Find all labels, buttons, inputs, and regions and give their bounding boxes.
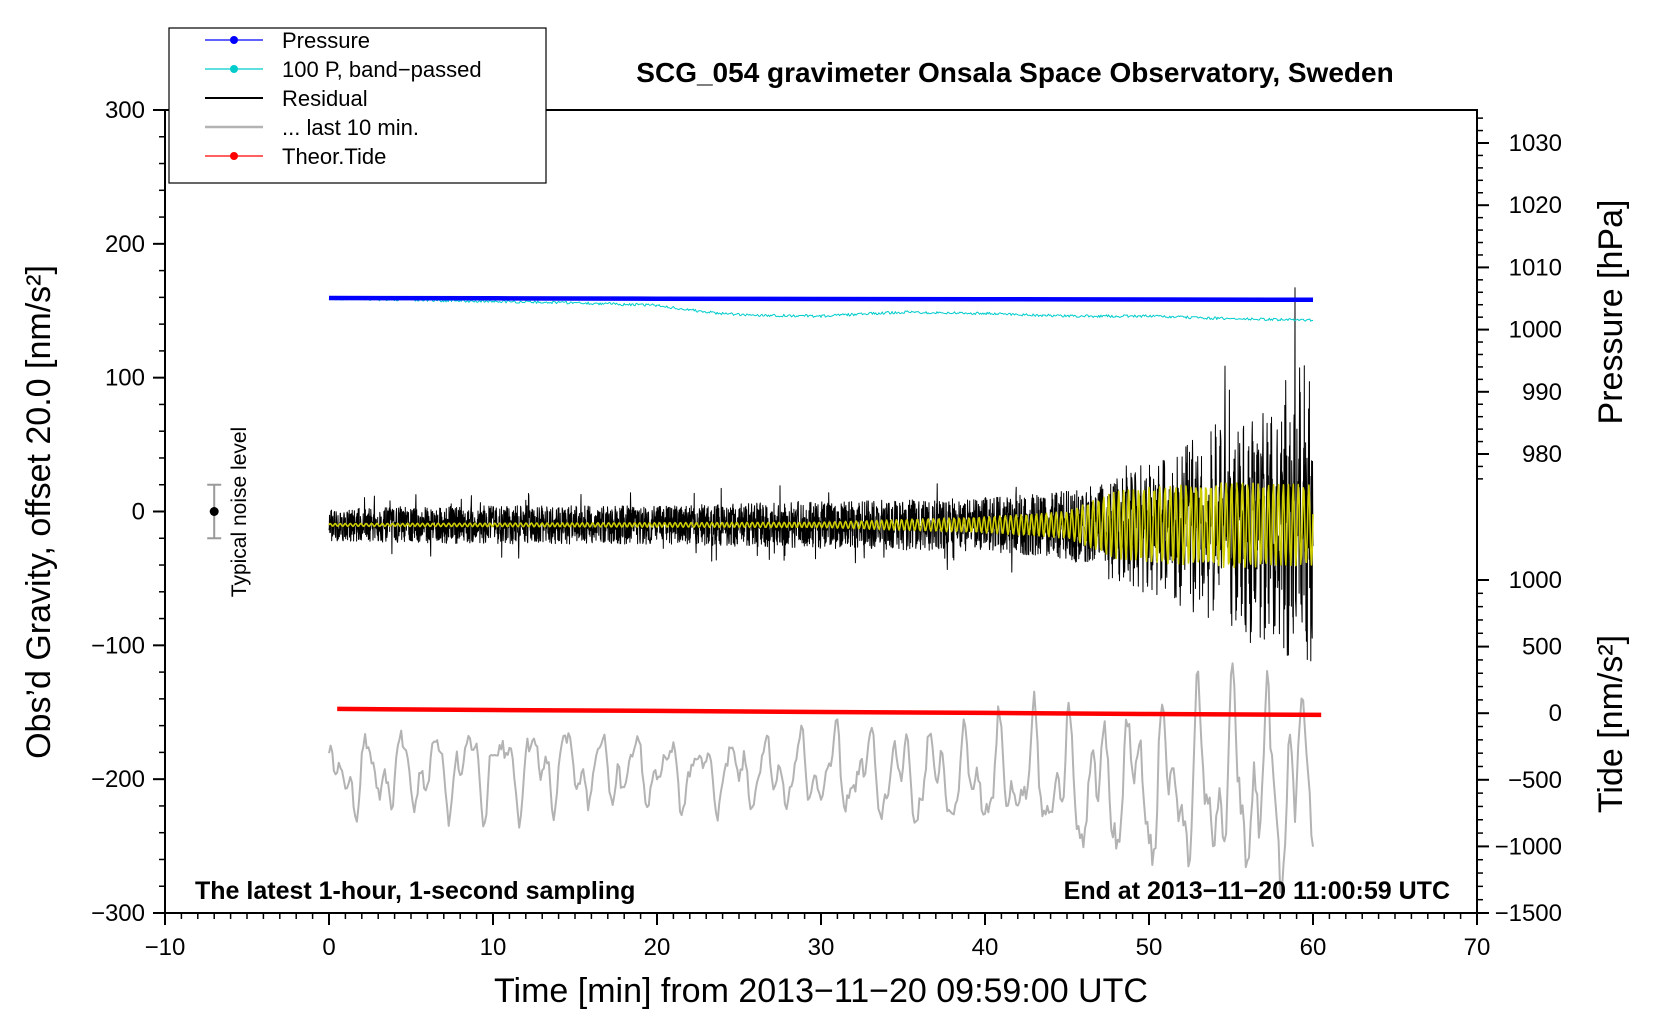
pressure-axis-ticks: 980 990 1000 1010 1020 1030 <box>1477 117 1562 480</box>
legend-label: Theor.Tide <box>282 144 386 169</box>
chart-title: SCG_054 gravimeter Onsala Space Observat… <box>636 57 1393 88</box>
tide-tick-label: 500 <box>1522 634 1562 661</box>
y-axis-title: Obs’d Gravity, offset 20.0 [nm/s²] <box>20 265 58 759</box>
pressure-tick-label: 1010 <box>1509 254 1562 281</box>
x-tick-label: 70 <box>1464 934 1491 961</box>
y-tick-label: 200 <box>105 231 145 258</box>
pressure-tick-label: 1020 <box>1509 192 1562 219</box>
y-tick-label: −300 <box>91 900 145 927</box>
series-100p-band-passed-line <box>328 297 1314 322</box>
pressure-tick-label: 980 <box>1522 441 1562 468</box>
tide-tick-label: −500 <box>1508 767 1562 794</box>
tide-tick-label: −1500 <box>1495 900 1562 927</box>
x-tick-label: −10 <box>145 934 186 961</box>
x-tick-label: 40 <box>972 934 999 961</box>
series-theor-tide-line <box>337 706 1322 718</box>
series-pressure-line <box>328 295 1314 303</box>
x-axis-ticks: −10 0 10 20 30 40 50 60 70 <box>145 913 1491 961</box>
legend-label: ... last 10 min. <box>282 115 419 140</box>
x-tick-label: 0 <box>322 934 335 961</box>
y-tick-label: −100 <box>91 632 145 659</box>
legend-label: 100 P, band−passed <box>282 57 482 82</box>
x-axis-title: Time [min] from 2013−11−20 09:59:00 UTC <box>494 972 1148 1010</box>
series-band-passed-residual-line <box>328 482 1314 569</box>
legend-label: Residual <box>282 86 368 111</box>
legend-label: Pressure <box>282 28 370 53</box>
x-tick-label: 60 <box>1300 934 1327 961</box>
end-time-note: End at 2013−11−20 11:00:59 UTC <box>1064 877 1450 905</box>
tide-axis-ticks: −1500 −1000 −500 0 500 1000 <box>1477 567 1562 927</box>
pressure-tick-label: 1030 <box>1509 130 1562 157</box>
y-axis-ticks: −300 −200 −100 0 100 200 300 <box>91 97 165 927</box>
tide-tick-label: −1000 <box>1495 833 1562 860</box>
pressure-axis-title: Pressure [hPa] <box>1592 200 1630 425</box>
x-tick-label: 20 <box>644 934 671 961</box>
x-tick-label: 50 <box>1136 934 1163 961</box>
series-last-10-min-line <box>328 662 1314 895</box>
noise-level-indicator <box>207 483 222 540</box>
y-tick-label: −200 <box>91 766 145 793</box>
y-tick-label: 0 <box>132 499 145 526</box>
tide-tick-label: 0 <box>1549 700 1562 727</box>
legend-marker <box>230 65 238 73</box>
noise-bar-center-dot <box>209 507 219 516</box>
noise-level-label: Typical noise level <box>228 427 251 597</box>
legend-marker <box>230 36 238 44</box>
tide-axis-title: Tide [nm/s²] <box>1592 635 1630 813</box>
sampling-note: The latest 1‑hour, 1‑second sampling <box>195 877 635 905</box>
series-layer <box>328 287 1322 895</box>
y-tick-label: 300 <box>105 97 145 124</box>
legend-marker <box>230 152 238 160</box>
x-tick-label: 10 <box>480 934 507 961</box>
legend: Pressure 100 P, band−passed Residual ... la… <box>168 27 547 184</box>
tide-tick-label: 1000 <box>1509 567 1562 594</box>
y-tick-label: 100 <box>105 365 145 392</box>
series-residual-line <box>328 287 1314 662</box>
pressure-tick-label: 1000 <box>1509 317 1562 344</box>
pressure-tick-label: 990 <box>1522 379 1562 406</box>
x-tick-label: 30 <box>808 934 835 961</box>
